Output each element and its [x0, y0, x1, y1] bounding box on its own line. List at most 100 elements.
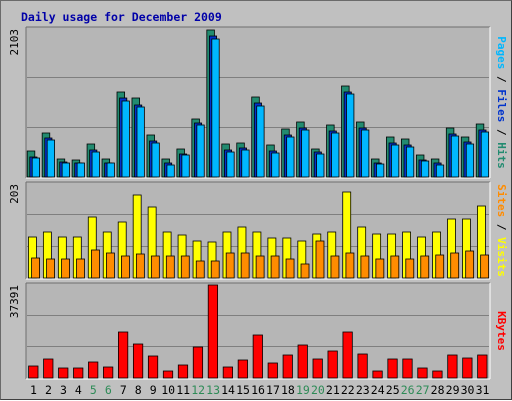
pages-bar-day-4 [76, 162, 85, 178]
sites-bar-day-18 [285, 258, 295, 279]
legend-part-1-1: / [495, 217, 508, 237]
pages-bar-day-2 [46, 139, 55, 178]
x-axis-day-label-30: 30 [461, 383, 475, 397]
y-axis-max-label-1: 203 [8, 184, 21, 204]
sites-bar-day-20 [315, 240, 325, 279]
x-axis-day-label-29: 29 [446, 383, 460, 397]
kbytes-bar-day-31 [477, 354, 488, 379]
kbytes-bar-day-8 [132, 343, 144, 379]
pages-bar-day-20 [316, 153, 325, 178]
kbytes-bar-day-12 [192, 346, 204, 379]
pages-bar-day-26 [405, 146, 415, 178]
x-axis-day-label-4: 4 [75, 383, 82, 397]
sites-bar-day-16 [255, 255, 265, 279]
pages-bar-day-28 [435, 164, 445, 178]
pages-bar-day-18 [286, 136, 295, 178]
x-axis-day-label-7: 7 [120, 383, 127, 397]
sites-bar-day-28 [435, 254, 445, 279]
legend-part-1-0: Sites [495, 184, 508, 217]
sites-bar-day-24 [375, 258, 385, 279]
pages-bar-day-3 [61, 162, 70, 178]
kbytes-bar-day-11 [177, 364, 189, 379]
x-axis-day-label-8: 8 [135, 383, 142, 397]
chart-labels: 2 10 3 Pages / Files / Hits 203 Sites / Visit… [8, 29, 508, 397]
x-axis-day-label-23: 23 [356, 383, 370, 397]
sites-bar-day-17 [270, 255, 280, 279]
right-legend-label-0: Pages / Files / Hits [495, 36, 508, 169]
x-axis-day-label-6: 6 [105, 383, 112, 397]
x-axis-day-label-2: 2 [45, 383, 52, 397]
legend-part-0-3: / [495, 122, 508, 142]
x-axis-day-label-19: 19 [296, 383, 310, 397]
pages-bar-day-16 [256, 105, 265, 178]
pages-bar-day-29 [450, 135, 460, 178]
pages-bar-day-24 [376, 163, 385, 178]
sites-bar-day-11 [180, 255, 190, 279]
sites-bar-day-6 [106, 252, 115, 279]
legend-part-0-1: / [495, 69, 508, 89]
x-axis-day-label-1: 1 [30, 383, 37, 397]
kbytes-bar-day-1 [28, 365, 39, 379]
legend-part-0-4: Hits [495, 142, 508, 169]
legend-part-0-0: Pages [495, 36, 508, 69]
x-axis-day-label-18: 18 [281, 383, 295, 397]
chart-panels [25, 26, 491, 380]
sites-bar-day-21 [330, 255, 340, 279]
pages-bar-day-5 [91, 151, 100, 178]
kbytes-bar-day-2 [43, 358, 54, 379]
x-axis-day-label-14: 14 [221, 383, 235, 397]
kbytes-bar-day-23 [357, 353, 368, 379]
kbytes-bar-day-28 [432, 370, 443, 379]
x-axis-day-label-3: 3 [60, 383, 67, 397]
kbytes-bar-day-9 [147, 355, 159, 379]
y-axis-max-label-2: 37391 [8, 285, 21, 318]
pages-bar-day-14 [226, 151, 235, 178]
x-axis-day-label-22: 22 [341, 383, 355, 397]
x-axis-day-label-25: 25 [386, 383, 400, 397]
sites-bar-day-7 [121, 255, 130, 279]
kbytes-bar-day-18 [282, 354, 293, 379]
x-axis-day-label-16: 16 [251, 383, 265, 397]
right-legend-label-2: KBytes [495, 311, 508, 351]
sites-bar-day-15 [240, 252, 250, 279]
legend-part-0-2: Files [495, 89, 508, 122]
x-axis-day-label-28: 28 [431, 383, 445, 397]
x-axis-day-label-17: 17 [266, 383, 280, 397]
sites-bar-day-30 [465, 250, 475, 279]
sites-bar-day-4 [76, 258, 85, 279]
pages-bar-day-27 [420, 160, 430, 178]
kbytes-bar-day-26 [402, 358, 413, 379]
legend-part-1-2: Visits [495, 237, 508, 277]
pages-bar-day-7 [121, 100, 130, 178]
x-axis-day-label-31: 31 [476, 383, 490, 397]
pages-bar-day-30 [465, 143, 475, 178]
pages-bar-day-25 [391, 144, 400, 178]
pages-bar-day-12 [196, 124, 205, 178]
pages-bar-day-10 [166, 164, 175, 178]
right-legend-label-1: Sites / Visits [495, 184, 508, 277]
x-axis-day-label-11: 11 [176, 383, 190, 397]
kbytes-bar-day-22 [342, 331, 353, 379]
sites-bar-day-9 [150, 255, 160, 279]
kbytes-bar-day-27 [417, 367, 428, 379]
sites-bar-day-3 [61, 258, 70, 279]
x-axis-day-label-27: 27 [416, 383, 430, 397]
kbytes-bar-day-16 [252, 334, 263, 379]
sites-bar-day-5 [91, 249, 100, 279]
sites-bar-day-19 [300, 263, 310, 279]
pages-bar-day-11 [181, 154, 190, 178]
x-axis-day-label-12: 12 [191, 383, 205, 397]
x-axis-day-label-21: 21 [326, 383, 340, 397]
sites-bar-day-10 [165, 255, 175, 279]
sites-bar-day-23 [360, 255, 370, 279]
x-axis-day-label-10: 10 [161, 383, 175, 397]
kbytes-bar-day-4 [73, 367, 84, 379]
chart-bars [26, 29, 490, 379]
x-axis-day-label-9: 9 [150, 383, 157, 397]
kbytes-bar-day-7 [118, 331, 129, 379]
sites-bar-day-27 [420, 255, 430, 279]
kbytes-bar-day-10 [162, 370, 174, 379]
pages-bar-day-9 [151, 142, 160, 178]
sites-bar-day-8 [135, 253, 145, 279]
